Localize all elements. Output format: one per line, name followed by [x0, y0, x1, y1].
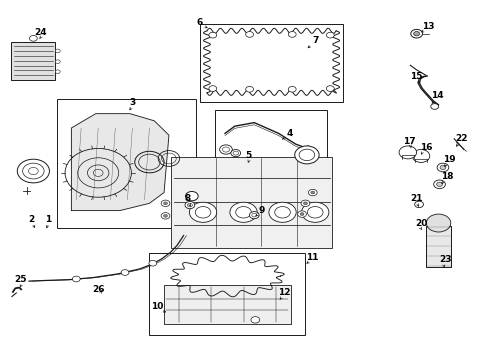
Circle shape — [163, 215, 167, 217]
Text: 16: 16 — [419, 143, 431, 152]
Text: 4: 4 — [285, 129, 292, 138]
Circle shape — [268, 202, 296, 222]
Text: 11: 11 — [305, 253, 317, 262]
Text: 17: 17 — [402, 137, 415, 146]
Circle shape — [121, 270, 129, 275]
Circle shape — [288, 32, 296, 37]
Circle shape — [189, 202, 216, 222]
Text: 20: 20 — [414, 219, 427, 228]
Circle shape — [163, 202, 167, 205]
Text: 14: 14 — [430, 91, 443, 100]
Circle shape — [245, 32, 253, 37]
Bar — [426, 226, 450, 267]
Circle shape — [436, 163, 448, 172]
Circle shape — [161, 200, 169, 207]
Circle shape — [308, 189, 317, 196]
Circle shape — [149, 260, 157, 266]
Text: 9: 9 — [258, 206, 264, 215]
Text: 6: 6 — [196, 18, 203, 27]
Text: 2: 2 — [28, 215, 34, 224]
Text: 24: 24 — [34, 28, 47, 37]
Text: 21: 21 — [409, 194, 422, 203]
Text: 26: 26 — [92, 285, 104, 294]
Circle shape — [430, 104, 438, 109]
Circle shape — [55, 49, 60, 53]
Circle shape — [249, 212, 259, 219]
Circle shape — [219, 145, 232, 154]
Circle shape — [398, 146, 416, 159]
Circle shape — [208, 86, 216, 91]
Text: 12: 12 — [278, 288, 290, 297]
Text: 13: 13 — [421, 22, 434, 31]
Text: 22: 22 — [454, 134, 467, 143]
Circle shape — [29, 36, 37, 41]
Bar — [11, 42, 55, 80]
Circle shape — [184, 202, 194, 209]
Circle shape — [439, 165, 445, 170]
Circle shape — [310, 191, 314, 194]
Polygon shape — [71, 114, 168, 211]
Circle shape — [411, 149, 429, 162]
Circle shape — [208, 32, 216, 38]
Text: 18: 18 — [440, 172, 452, 181]
Circle shape — [410, 30, 422, 38]
Circle shape — [436, 182, 442, 186]
Circle shape — [161, 213, 169, 219]
Text: 7: 7 — [311, 36, 318, 45]
Circle shape — [288, 86, 296, 92]
Circle shape — [72, 276, 80, 282]
Text: 10: 10 — [151, 302, 163, 311]
Circle shape — [55, 60, 60, 63]
Circle shape — [303, 202, 307, 205]
Circle shape — [301, 202, 328, 222]
Bar — [149, 253, 305, 335]
Circle shape — [230, 149, 240, 157]
Bar — [171, 157, 331, 248]
Circle shape — [297, 211, 306, 217]
Circle shape — [326, 32, 333, 38]
Circle shape — [413, 32, 419, 36]
Circle shape — [301, 200, 309, 207]
Circle shape — [229, 202, 257, 222]
Text: 19: 19 — [442, 155, 455, 164]
Text: 8: 8 — [184, 194, 190, 203]
Text: 15: 15 — [409, 72, 422, 81]
Text: 25: 25 — [14, 275, 26, 284]
Text: 5: 5 — [245, 151, 251, 160]
Text: 23: 23 — [438, 255, 451, 264]
Circle shape — [300, 213, 304, 216]
Circle shape — [185, 192, 198, 201]
Circle shape — [433, 180, 445, 189]
Circle shape — [294, 146, 319, 164]
Bar — [57, 99, 195, 228]
Circle shape — [299, 149, 314, 161]
Text: 3: 3 — [129, 98, 135, 107]
Circle shape — [55, 70, 60, 73]
Bar — [199, 24, 343, 102]
Bar — [163, 285, 290, 324]
Circle shape — [326, 86, 333, 91]
Circle shape — [250, 317, 259, 323]
Circle shape — [245, 86, 253, 92]
Circle shape — [414, 201, 423, 208]
Circle shape — [426, 214, 450, 232]
Bar — [215, 110, 327, 184]
Text: 1: 1 — [45, 215, 51, 224]
